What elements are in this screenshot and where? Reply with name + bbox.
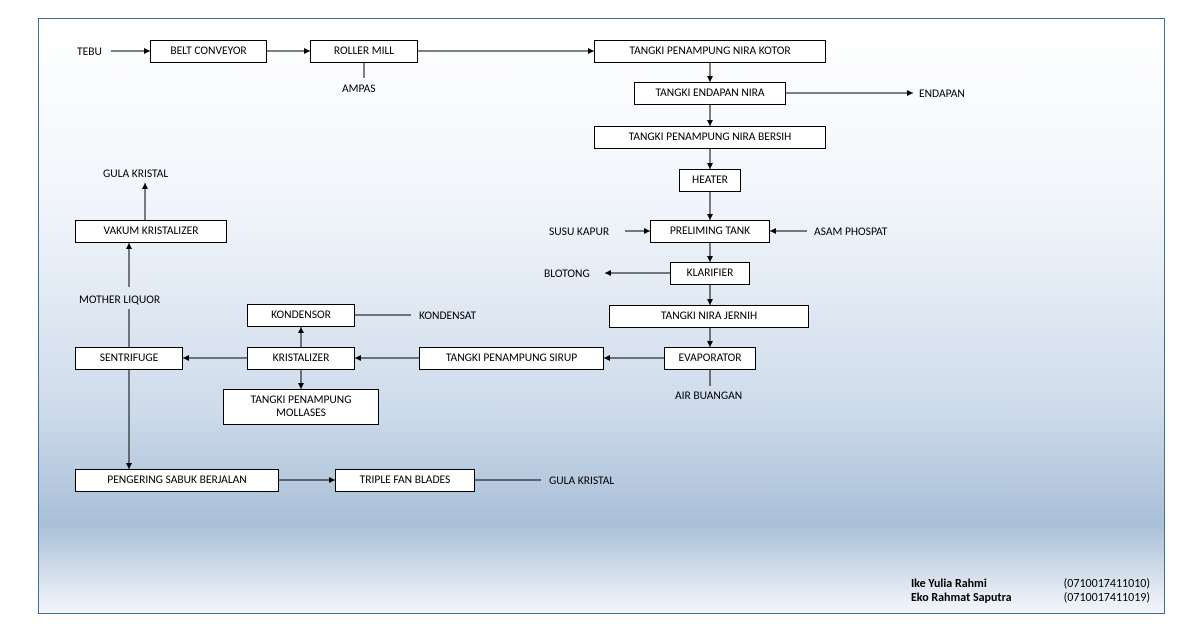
- label-endapan_l: ENDAPAN: [919, 87, 965, 101]
- node-belt: BELT CONVEYOR: [150, 40, 267, 63]
- node-heater: HEATER: [679, 169, 741, 192]
- credit-name-2: Eko Rahmat Saputra: [911, 591, 1061, 605]
- node-bersih: TANGKI PENAMPUNG NIRA BERSIH: [594, 126, 826, 149]
- arrows-layer: [39, 19, 1164, 613]
- node-endapan: TANGKI ENDAPAN NIRA: [634, 82, 786, 105]
- node-roller: ROLLER MILL: [310, 40, 418, 63]
- credits-block: Ike Yulia Rahmi (0710017411010) Eko Rahm…: [911, 577, 1150, 605]
- node-kond: KONDENSOR: [247, 304, 355, 327]
- label-asam: ASAM PHOSPAT: [814, 225, 887, 239]
- credit-id-1: (0710017411010): [1064, 577, 1150, 591]
- label-tebu: TEBU: [77, 45, 102, 59]
- label-mother: MOTHER LIQUOR: [79, 293, 160, 307]
- node-vakum: VAKUM KRISTALIZER: [75, 220, 227, 243]
- label-blotong: BLOTONG: [544, 267, 590, 281]
- label-gulak2: GULA KRISTAL: [549, 474, 614, 488]
- credit-id-2: (0710017411019): [1064, 591, 1150, 605]
- node-klar: KLARIFIER: [670, 262, 750, 285]
- label-susu: SUSU KAPUR: [549, 225, 609, 239]
- node-pengering: PENGERING SABUK BERJALAN: [75, 469, 279, 492]
- label-air: AIR BUANGAN: [675, 389, 742, 403]
- node-krist: KRISTALIZER: [247, 347, 355, 370]
- label-kondensat: KONDENSAT: [419, 309, 476, 323]
- node-sirup: TANGKI PENAMPUNG SIRUP: [419, 347, 604, 370]
- diagram-frame: Ike Yulia Rahmi (0710017411010) Eko Rahm…: [38, 18, 1165, 614]
- label-gulak1: GULA KRISTAL: [103, 167, 168, 181]
- node-jernih: TANGKI NIRA JERNIH: [609, 305, 809, 328]
- node-moll: TANGKI PENAMPUNG MOLLASES: [223, 389, 379, 425]
- node-sentr: SENTRIFUGE: [75, 347, 183, 370]
- node-prelim: PRELIMING TANK: [650, 220, 770, 243]
- node-evap: EVAPORATOR: [664, 347, 756, 370]
- credit-name-1: Ike Yulia Rahmi: [911, 577, 1061, 591]
- node-fan: TRIPLE FAN BLADES: [335, 469, 475, 492]
- node-kotor: TANGKI PENAMPUNG NIRA KOTOR: [594, 40, 826, 63]
- label-ampas: AMPAS: [342, 82, 376, 96]
